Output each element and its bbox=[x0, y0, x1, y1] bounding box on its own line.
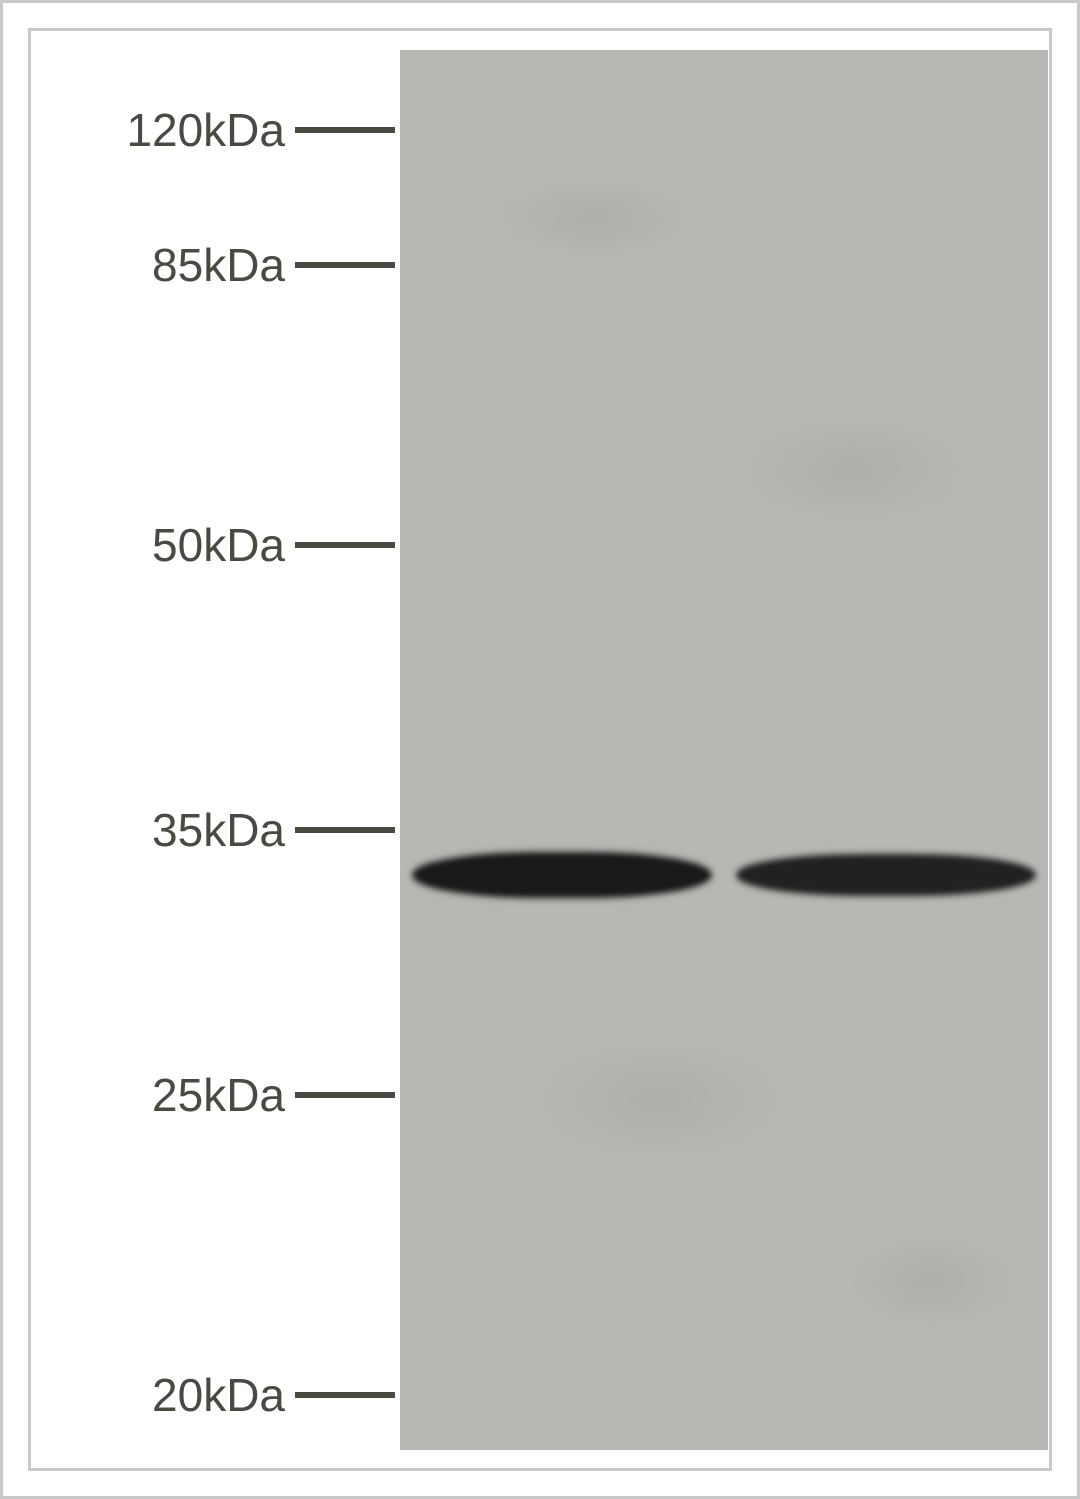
mw-label-2: 50kDa bbox=[152, 518, 285, 572]
lane-2 bbox=[737, 50, 1035, 1450]
mw-label-1: 85kDa bbox=[152, 238, 285, 292]
mw-tick-2 bbox=[295, 542, 395, 548]
mw-label-0: 120kDa bbox=[126, 103, 285, 157]
mw-tick-3 bbox=[295, 827, 395, 833]
lane-1 bbox=[413, 50, 711, 1450]
mw-label-3: 35kDa bbox=[152, 803, 285, 857]
mw-label-5: 20kDa bbox=[152, 1368, 285, 1422]
band-1 bbox=[413, 853, 711, 897]
band-2 bbox=[737, 855, 1035, 895]
mw-tick-0 bbox=[295, 127, 395, 133]
mw-label-4: 25kDa bbox=[152, 1068, 285, 1122]
mw-tick-1 bbox=[295, 262, 395, 268]
blot-membrane bbox=[400, 50, 1048, 1450]
mw-tick-5 bbox=[295, 1392, 395, 1398]
mw-tick-4 bbox=[295, 1092, 395, 1098]
